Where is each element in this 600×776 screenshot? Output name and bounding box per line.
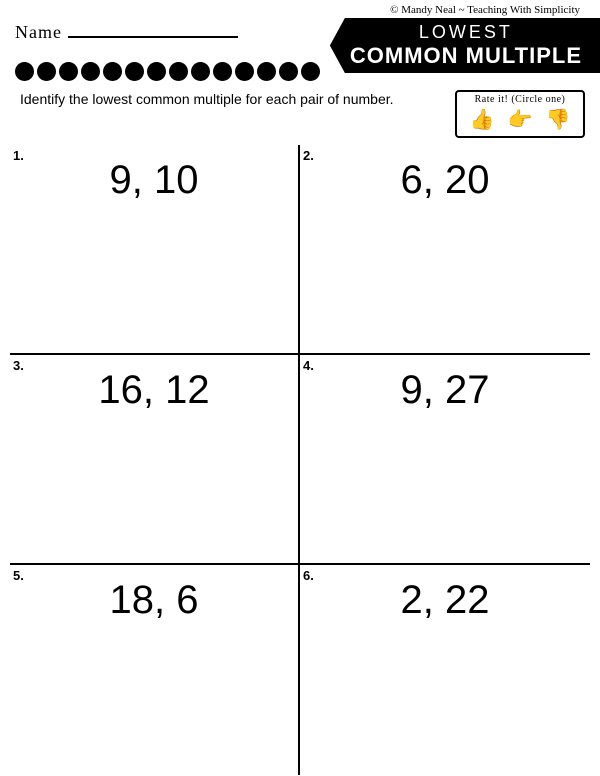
dot-icon — [15, 62, 34, 81]
rate-label: Rate it! (Circle one) — [463, 94, 577, 105]
problem-cell: 6. 2, 22 — [300, 565, 590, 775]
problem-value: 16, 12 — [20, 368, 288, 413]
dot-icon — [59, 62, 78, 81]
instructions-row: Identify the lowest common multiple for … — [20, 90, 585, 138]
problem-value: 9, 10 — [20, 158, 288, 203]
dot-icon — [81, 62, 100, 81]
problem-value: 6, 20 — [310, 158, 580, 203]
thumbs-down-icon[interactable]: 👎 — [546, 107, 571, 132]
problem-number: 5. — [13, 568, 24, 583]
copyright-text: © Mandy Neal ~ Teaching With Simplicity — [390, 4, 580, 16]
rate-it-box: Rate it! (Circle one) 👍 👉 👎 — [455, 90, 585, 138]
dot-icon — [213, 62, 232, 81]
problem-cell: 1. 9, 10 — [10, 145, 300, 353]
problem-number: 6. — [303, 568, 314, 583]
thumbs-row: 👍 👉 👎 — [463, 105, 577, 134]
thumbs-side-icon[interactable]: 👉 — [508, 107, 533, 132]
dot-icon — [235, 62, 254, 81]
decorative-dots — [15, 62, 320, 81]
problem-number: 2. — [303, 148, 314, 163]
dot-icon — [257, 62, 276, 81]
dot-icon — [37, 62, 56, 81]
problem-cell: 5. 18, 6 — [10, 565, 300, 775]
grid-row: 3. 16, 12 4. 9, 27 — [10, 355, 590, 565]
title-banner: LOWEST COMMON MULTIPLE — [320, 18, 600, 73]
dot-icon — [147, 62, 166, 81]
title-line2: COMMON MULTIPLE — [350, 43, 582, 69]
dot-icon — [125, 62, 144, 81]
problem-value: 9, 27 — [310, 368, 580, 413]
dot-icon — [103, 62, 122, 81]
dot-icon — [301, 62, 320, 81]
name-input-line[interactable] — [68, 20, 238, 38]
problem-number: 4. — [303, 358, 314, 373]
name-label: Name — [15, 22, 62, 43]
problem-cell: 3. 16, 12 — [10, 355, 300, 563]
grid-row: 1. 9, 10 2. 6, 20 — [10, 145, 590, 355]
problem-value: 18, 6 — [20, 578, 288, 623]
instructions-text: Identify the lowest common multiple for … — [20, 90, 445, 110]
thumbs-up-icon[interactable]: 👍 — [470, 107, 495, 132]
dot-icon — [279, 62, 298, 81]
problem-number: 1. — [13, 148, 24, 163]
problem-cell: 2. 6, 20 — [300, 145, 590, 353]
dot-icon — [169, 62, 188, 81]
problem-value: 2, 22 — [310, 578, 580, 623]
grid-row: 5. 18, 6 6. 2, 22 — [10, 565, 590, 775]
title-line1: LOWEST — [350, 22, 582, 43]
problem-cell: 4. 9, 27 — [300, 355, 590, 563]
dot-icon — [191, 62, 210, 81]
problem-number: 3. — [13, 358, 24, 373]
name-section: Name — [15, 20, 238, 43]
problem-grid: 1. 9, 10 2. 6, 20 3. 16, 12 4. 9, 27 5. … — [10, 145, 590, 776]
